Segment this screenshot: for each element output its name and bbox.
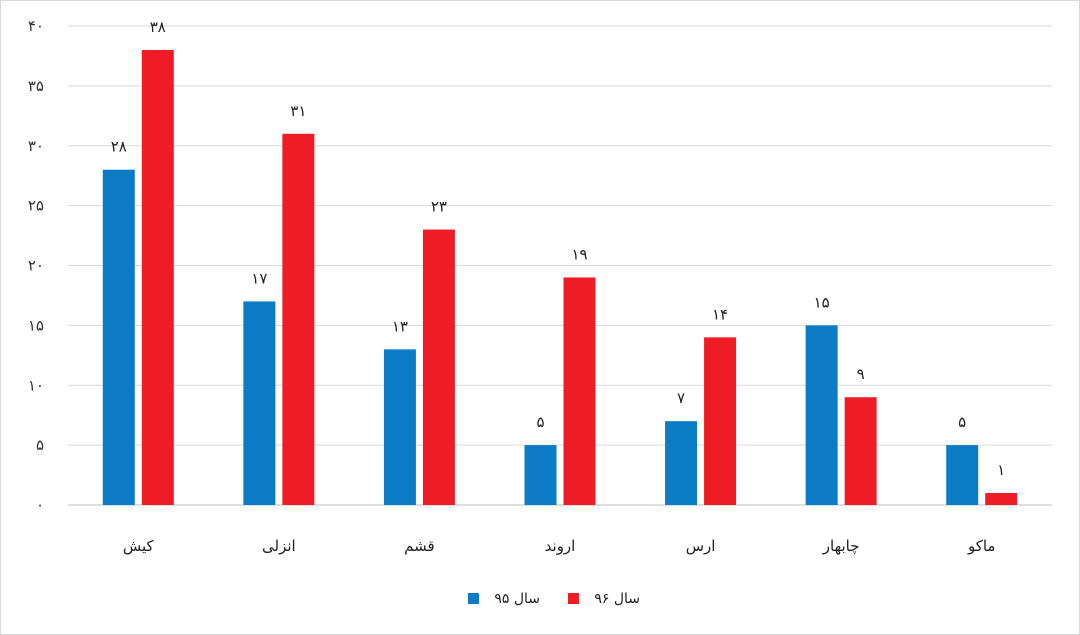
data-label: ۱۵	[814, 293, 830, 311]
bar-series2-3	[563, 277, 596, 505]
data-label: ۹	[857, 365, 865, 383]
legend: سال ۹۵ سال ۹۶	[468, 591, 640, 607]
x-tick-label: ماکو	[967, 537, 996, 555]
data-label: ۱۴	[712, 305, 728, 323]
data-label: ۱	[997, 461, 1005, 479]
y-tick-label: ۱۰	[28, 376, 44, 394]
legend-swatch-2	[568, 593, 579, 604]
bar-series1-2	[383, 349, 416, 505]
bar-series2-1	[282, 133, 315, 505]
x-tick-label: ارس	[686, 537, 716, 555]
legend-label-1: سال ۹۵	[494, 591, 540, 607]
data-label: ۱۳	[392, 317, 408, 335]
y-tick-label: ۲۰	[28, 257, 44, 275]
bar-series2-0	[141, 49, 174, 505]
y-tick-label: ۰	[36, 496, 44, 514]
data-label: ۳۱	[290, 102, 306, 120]
bar-series1-3	[524, 445, 557, 505]
legend-label-2: سال ۹۶	[594, 591, 640, 607]
y-tick-label: ۳۵	[28, 77, 44, 95]
bar-series2-2	[422, 229, 455, 505]
data-labels: ۲۸ ۳۸ ۱۷ ۳۱ ۱۳ ۲۳ ۵ ۱۹ ۷ ۱۴ ۱۵ ۹ ۵ ۱	[111, 18, 1006, 479]
data-label: ۳۸	[150, 18, 166, 36]
y-tick-label: ۵	[36, 436, 44, 454]
data-label: ۲۳	[431, 198, 447, 216]
data-label: ۷	[677, 389, 685, 407]
bar-series1-5	[805, 325, 838, 505]
y-tick-label: ۴۰	[28, 17, 44, 35]
grid-lines	[68, 25, 1052, 506]
data-label: ۲۸	[111, 138, 127, 156]
bar-series1-1	[243, 301, 276, 505]
y-tick-label: ۱۵	[28, 316, 44, 334]
bars	[102, 49, 1018, 505]
bar-series2-6	[985, 493, 1018, 505]
bar-series1-4	[665, 421, 698, 505]
x-tick-label: انزلی	[262, 537, 296, 555]
data-label: ۱۹	[571, 245, 587, 263]
data-label: ۵	[958, 413, 966, 431]
y-tick-label: ۲۵	[28, 197, 44, 215]
data-label: ۵	[536, 413, 544, 431]
bar-series2-5	[844, 397, 877, 505]
x-axis-categories: کیش انزلی قشم اروند ارس چابهار ماکو	[123, 537, 996, 555]
bar-series2-4	[704, 337, 737, 505]
bar-series1-6	[946, 445, 979, 505]
x-tick-label: چابهار	[822, 537, 860, 555]
data-label: ۱۷	[251, 269, 267, 287]
y-axis-ticks: ۰ ۵ ۱۰ ۱۵ ۲۰ ۲۵ ۳۰ ۳۵ ۴۰	[28, 17, 44, 514]
legend-swatch-1	[468, 593, 479, 604]
bar-series1-0	[102, 169, 135, 505]
x-tick-label: اروند	[545, 537, 576, 555]
y-tick-label: ۳۰	[28, 137, 44, 155]
x-tick-label: کیش	[123, 537, 155, 555]
x-tick-label: قشم	[404, 537, 435, 555]
